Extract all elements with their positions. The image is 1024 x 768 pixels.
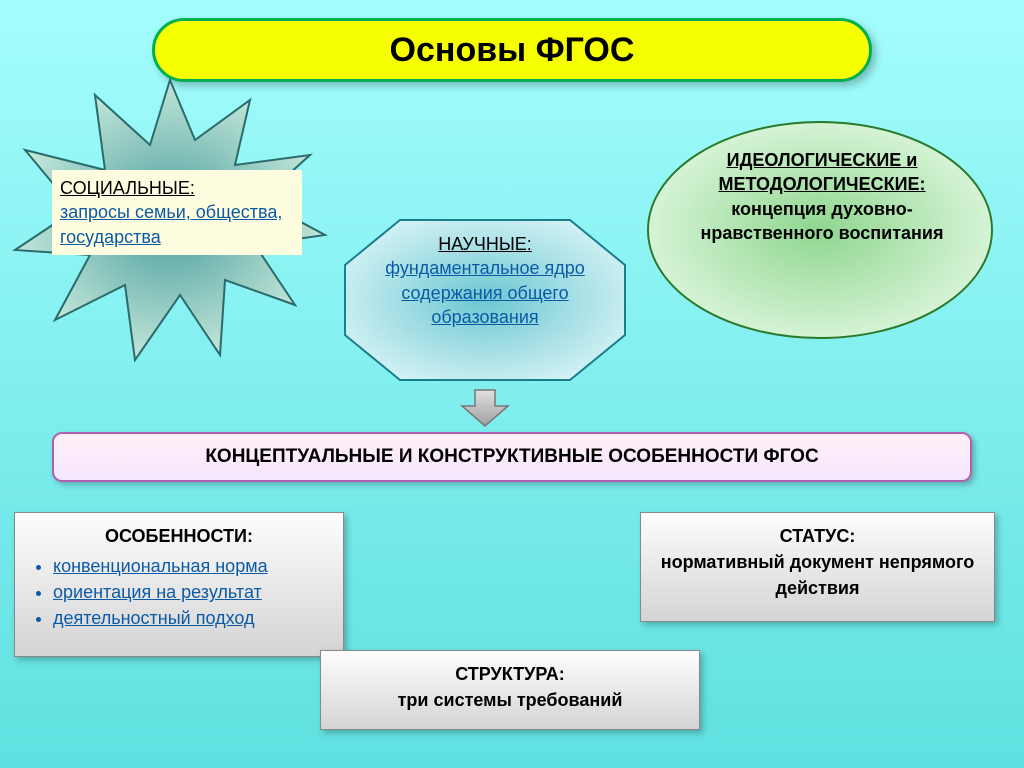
concept-bar-text: КОНЦЕПТУАЛЬНЫЕ И КОНСТРУКТИВНЫЕ ОСОБЕННО…: [205, 446, 818, 468]
ideology-textbox: ИДЕОЛОГИЧЕСКИЕ и МЕТОДОЛОГИЧЕСКИЕ: конце…: [672, 148, 972, 245]
structure-body: три системы требований: [398, 690, 623, 710]
social-header: СОЦИАЛЬНЫЕ:: [60, 178, 195, 198]
status-header: СТАТУС:: [655, 523, 980, 549]
features-header: ОСОБЕННОСТИ:: [29, 523, 329, 549]
structure-header: СТРУКТУРА:: [335, 661, 685, 687]
features-link-1[interactable]: ориентация на результат: [53, 582, 262, 602]
features-link-2[interactable]: деятельностный подход: [53, 608, 255, 628]
status-panel: СТАТУС: нормативный документ непрямого д…: [640, 512, 995, 622]
features-item[interactable]: ориентация на результат: [53, 579, 329, 605]
features-panel: ОСОБЕННОСТИ: конвенциональная норма орие…: [14, 512, 344, 657]
down-arrow-icon: [460, 388, 510, 428]
science-textbox: НАУЧНЫЕ: фундаментальное ядро содержания…: [360, 232, 610, 329]
ideology-body: концепция духовно-нравственного воспитан…: [701, 199, 944, 243]
ideology-header: ИДЕОЛОГИЧЕСКИЕ и МЕТОДОЛОГИЧЕСКИЕ:: [718, 150, 925, 194]
social-link[interactable]: запросы семьи, общества, государства: [60, 202, 282, 246]
social-textbox: СОЦИАЛЬНЫЕ: запросы семьи, общества, гос…: [52, 170, 302, 255]
title-text: Основы ФГОС: [390, 31, 635, 70]
features-item[interactable]: деятельностный подход: [53, 605, 329, 631]
structure-panel: СТРУКТУРА: три системы требований: [320, 650, 700, 730]
science-header: НАУЧНЫЕ:: [438, 234, 532, 254]
status-body: нормативный документ непрямого действия: [661, 552, 975, 598]
science-link[interactable]: фундаментальное ядро содержания общего о…: [385, 258, 585, 327]
features-link-0[interactable]: конвенциональная норма: [53, 556, 268, 576]
features-item[interactable]: конвенциональная норма: [53, 553, 329, 579]
features-list: конвенциональная норма ориентация на рез…: [29, 553, 329, 631]
concept-bar: КОНЦЕПТУАЛЬНЫЕ И КОНСТРУКТИВНЫЕ ОСОБЕННО…: [52, 432, 972, 482]
